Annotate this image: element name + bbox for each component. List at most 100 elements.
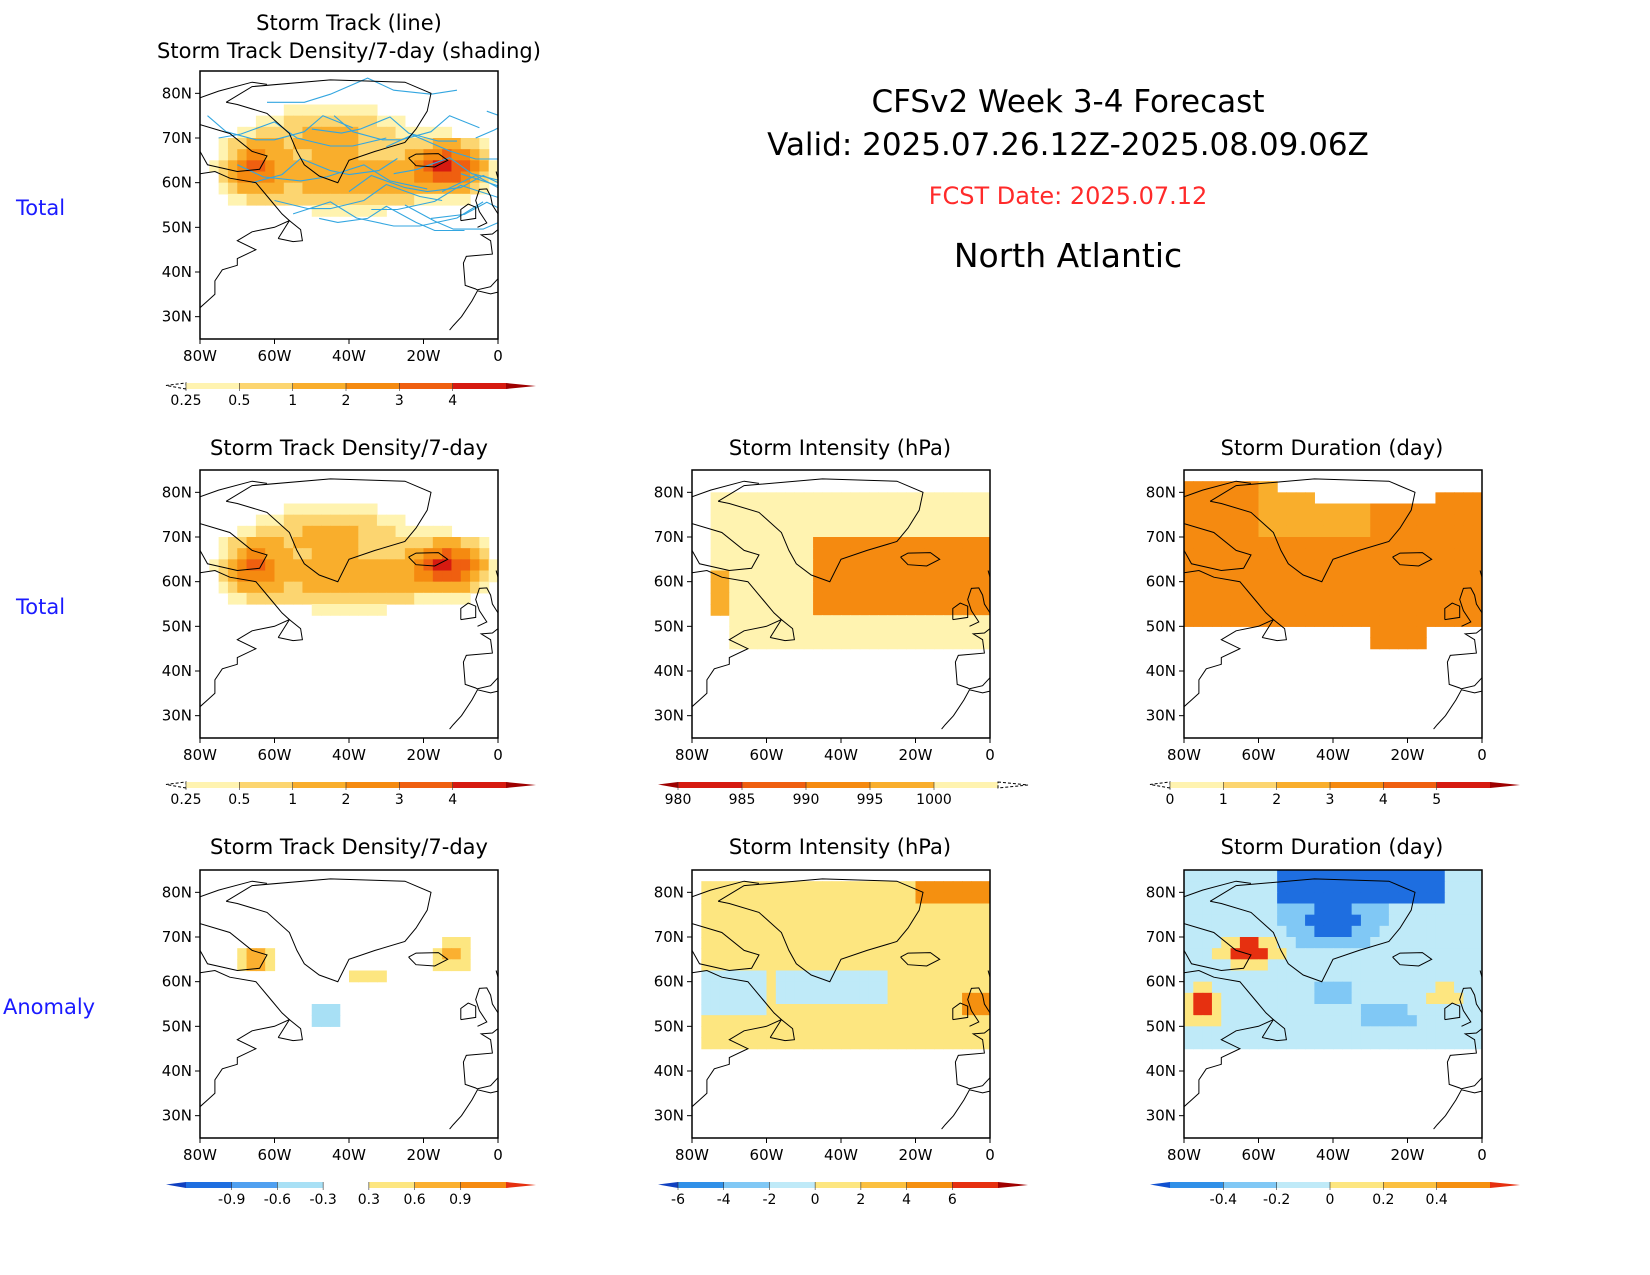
- grid-cell: [321, 570, 331, 583]
- grid-cell: [1267, 1037, 1278, 1050]
- grid-cell: [710, 992, 721, 1005]
- grid-cell: [943, 948, 954, 960]
- grid-cell: [1230, 892, 1241, 905]
- grid-cell: [1351, 914, 1362, 927]
- grid-cell: [1351, 925, 1362, 938]
- grid-cell: [738, 604, 749, 616]
- grid-cell: [952, 881, 963, 893]
- coastline: [462, 229, 498, 291]
- grid-cell: [980, 592, 990, 605]
- grid-cell: [701, 892, 712, 905]
- grid-cell: [1184, 925, 1194, 938]
- grid-cell: [358, 503, 369, 516]
- lat-tick-label: 60N: [654, 973, 684, 991]
- grid-cell: [971, 559, 982, 572]
- grid-cell: [924, 570, 935, 583]
- grid-cell: [1454, 548, 1464, 560]
- grid-cell: [1463, 1037, 1474, 1050]
- grid-cell: [1454, 559, 1464, 572]
- grid-cell: [701, 1015, 712, 1027]
- grid-cell: [952, 537, 963, 549]
- grid-cell: [246, 149, 257, 161]
- grid-cell: [1267, 537, 1278, 549]
- grid-cell: [1249, 1026, 1260, 1039]
- grid-cell: [1211, 992, 1222, 1005]
- grid-cell: [1398, 925, 1409, 938]
- storm-track-line: [251, 157, 398, 184]
- grid-cell: [803, 548, 814, 560]
- grid-cell: [237, 581, 248, 594]
- grid-cell: [1416, 626, 1427, 639]
- grid-cell: [1333, 870, 1343, 882]
- grid-cell: [1193, 914, 1204, 927]
- grid-cell: [831, 1037, 842, 1050]
- grid-cell: [906, 570, 917, 583]
- grid-cell: [980, 903, 990, 916]
- coastline: [1433, 689, 1482, 730]
- grid-cell: [1258, 615, 1269, 627]
- grid-cell: [1370, 1015, 1381, 1027]
- coastline: [1392, 952, 1433, 967]
- grid-cell: [470, 182, 480, 195]
- grid-cell: [943, 514, 954, 527]
- grid-cell: [794, 581, 805, 594]
- grid-cell: [738, 1037, 749, 1050]
- grid-cell: [701, 937, 712, 949]
- grid-cell: [367, 171, 378, 184]
- grid-cell: [775, 626, 786, 639]
- grid-cell: [1351, 892, 1362, 905]
- storm-track-line: [319, 205, 465, 232]
- grid-cell: [358, 104, 369, 117]
- grid-cell: [1351, 903, 1362, 916]
- lat-tick-label: 80N: [162, 84, 192, 102]
- grid-cell: [962, 892, 972, 905]
- grid-cell: [719, 581, 730, 594]
- grid-cell: [906, 992, 917, 1005]
- grid-cell: [710, 1004, 721, 1016]
- grid-cell: [738, 992, 749, 1005]
- grid-cell: [915, 626, 926, 639]
- grid-cell: [395, 171, 406, 184]
- grid-cell: [1258, 581, 1269, 594]
- grid-cell: [813, 903, 823, 916]
- grid-cell: [1407, 981, 1418, 994]
- grid-cell: [1407, 548, 1418, 560]
- grid-cell: [404, 548, 415, 560]
- panel-title-p4: Storm Track Density/7-day: [210, 835, 488, 859]
- grid-cell: [1342, 870, 1353, 882]
- grid-cell: [785, 548, 796, 560]
- coastline: [692, 569, 783, 708]
- grid-cell: [729, 604, 740, 616]
- grid-cell: [719, 992, 730, 1005]
- grid-cell: [915, 492, 926, 505]
- grid-cell: [971, 992, 982, 1005]
- grid-cell: [1388, 1015, 1399, 1027]
- grid-cell: [747, 637, 758, 650]
- grid-cell: [1454, 570, 1464, 583]
- grid-cell: [1360, 948, 1371, 960]
- grid-cell: [934, 881, 945, 893]
- grid-cell: [1379, 637, 1390, 650]
- grid-cell: [794, 604, 805, 616]
- grid-cell: [859, 492, 870, 505]
- grid-cell: [1398, 615, 1409, 627]
- colorbar-swatch: [1276, 782, 1330, 788]
- grid-cell: [1360, 959, 1371, 972]
- grid-cell: [451, 559, 462, 572]
- grid-cell: [442, 937, 453, 949]
- grid-cell: [1277, 925, 1288, 938]
- coastline: [200, 880, 268, 898]
- grid-cell: [841, 992, 851, 1005]
- grid-cell: [1184, 881, 1194, 893]
- grid-cell: [376, 514, 387, 527]
- grid-cell: [803, 1015, 814, 1027]
- grid-cell: [887, 592, 898, 605]
- grid-cell: [915, 503, 926, 516]
- grid-cell: [915, 914, 926, 927]
- grid-cell: [1211, 615, 1222, 627]
- grid-cell: [924, 914, 935, 927]
- grid-cell: [831, 604, 842, 616]
- grid-cell: [980, 637, 990, 650]
- lat-tick-label: 30N: [654, 1107, 684, 1125]
- grid-cell: [757, 881, 768, 893]
